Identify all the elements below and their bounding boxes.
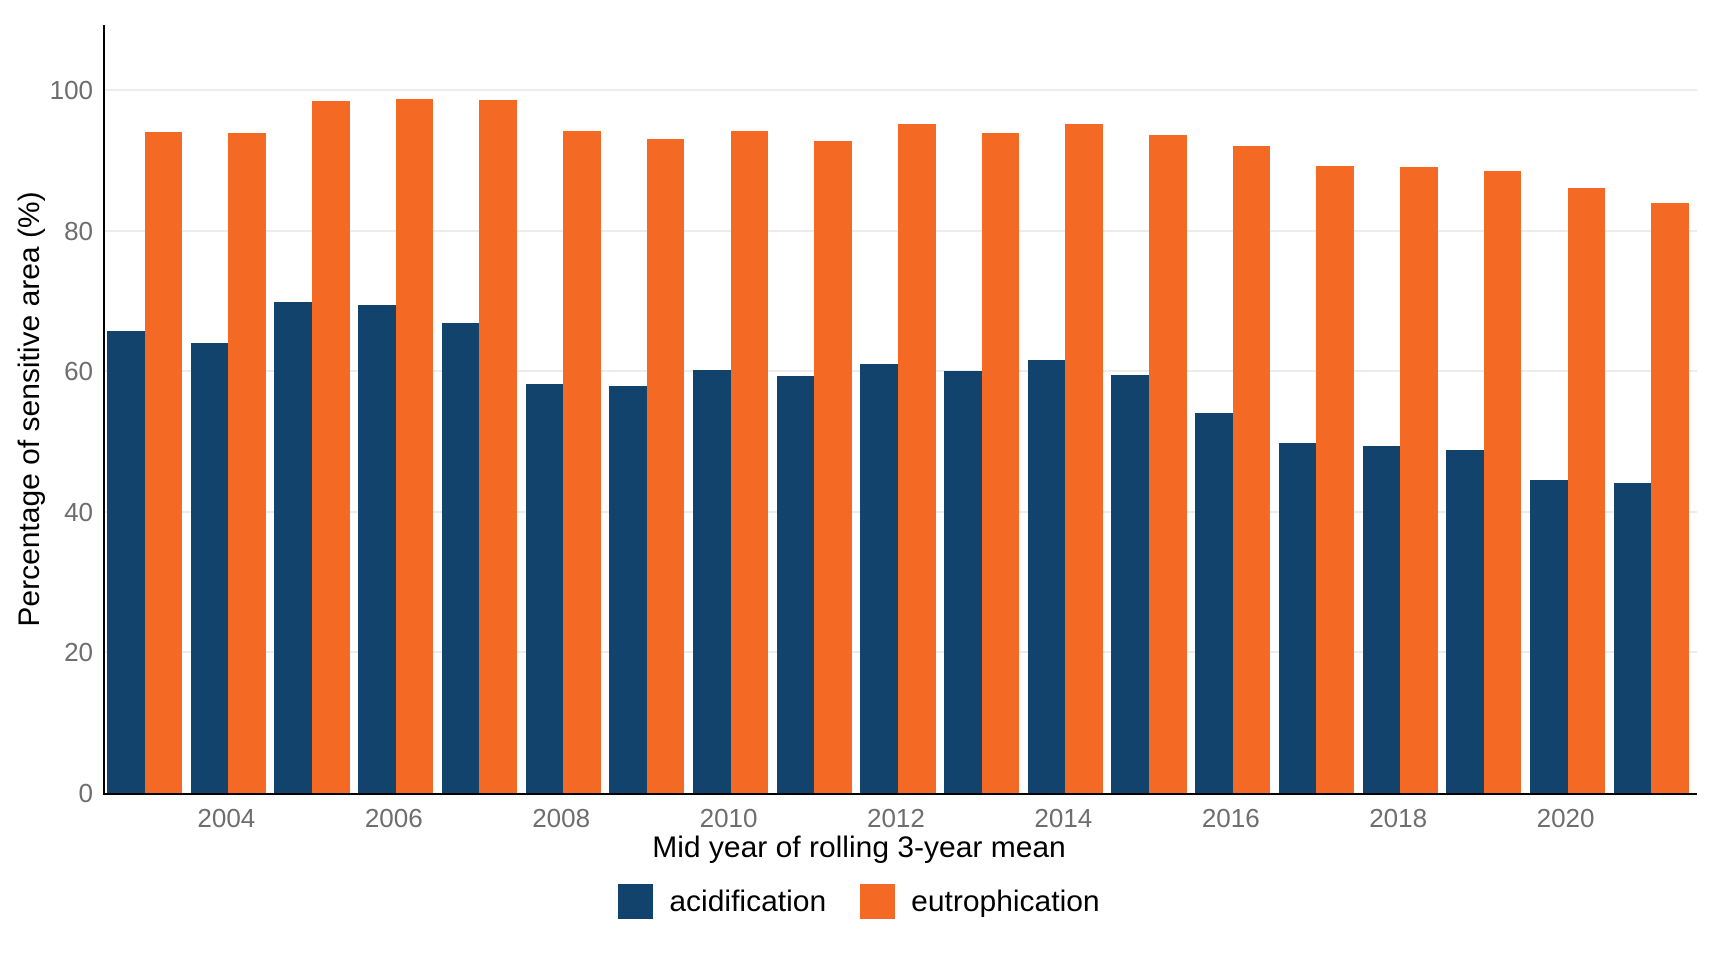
bar-eutrophication-2016 bbox=[1232, 146, 1271, 793]
x-tick-2006: 2006 bbox=[364, 803, 423, 833]
bar-eutrophication-2015 bbox=[1149, 135, 1187, 793]
bar-acidification-2010 bbox=[692, 369, 731, 793]
bar-eutrophication-2011 bbox=[814, 141, 852, 793]
x-tick-2008: 2008 bbox=[532, 803, 591, 833]
bar-acidification-2020 bbox=[1529, 480, 1568, 793]
bar-acidification-2019 bbox=[1446, 449, 1484, 793]
x-axis-title: Mid year of rolling 3-year mean bbox=[652, 831, 1066, 864]
x-tick-2016: 2016 bbox=[1201, 803, 1260, 833]
plot-area bbox=[103, 25, 1697, 795]
y-tick-0: 0 bbox=[78, 778, 93, 808]
bar-eutrophication-2005 bbox=[312, 101, 350, 793]
bar-acidification-2014 bbox=[1027, 359, 1066, 793]
y-tick-100: 100 bbox=[49, 75, 93, 105]
x-tick-2020: 2020 bbox=[1536, 803, 1595, 833]
bar-acidification-2016 bbox=[1195, 412, 1233, 793]
bar-eutrophication-2006 bbox=[395, 99, 434, 793]
bar-eutrophication-2010 bbox=[730, 131, 769, 793]
bar-eutrophication-2009 bbox=[646, 139, 685, 793]
y-tick-20: 20 bbox=[64, 637, 93, 668]
bar-eutrophication-2020 bbox=[1567, 187, 1606, 793]
eutrophication-swatch-icon bbox=[860, 884, 896, 919]
legend: acidification eutrophication bbox=[0, 884, 1718, 919]
y-tick-60: 60 bbox=[64, 356, 93, 387]
x-tick-2012: 2012 bbox=[867, 803, 925, 833]
bar-eutrophication-2004 bbox=[228, 132, 266, 793]
bar-acidification-2011 bbox=[776, 376, 815, 793]
bar-acidification-2008 bbox=[525, 383, 564, 793]
x-tick-2010: 2010 bbox=[699, 803, 758, 833]
legend-label-eutrophication: eutrophication bbox=[911, 884, 1100, 918]
bar-acidification-2013 bbox=[944, 371, 982, 793]
bar-eutrophication-2014 bbox=[1065, 123, 1103, 793]
bar-eutrophication-2012 bbox=[897, 124, 936, 793]
bar-eutrophication-2008 bbox=[563, 130, 601, 793]
bar-eutrophication-2018 bbox=[1400, 167, 1438, 793]
bar-eutrophication-2003 bbox=[144, 132, 183, 793]
x-tick-2018: 2018 bbox=[1369, 803, 1428, 833]
bar-acidification-2018 bbox=[1362, 445, 1401, 793]
bar-acidification-2009 bbox=[609, 385, 647, 793]
gridline-y-100 bbox=[105, 89, 1697, 91]
bar-acidification-2021 bbox=[1613, 482, 1652, 793]
bar-acidification-2012 bbox=[860, 364, 898, 793]
bar-acidification-2015 bbox=[1111, 374, 1150, 793]
bar-acidification-2006 bbox=[358, 305, 396, 793]
bar-eutrophication-2013 bbox=[981, 132, 1020, 793]
bar-acidification-2017 bbox=[1278, 442, 1317, 793]
legend-item-acidification: acidification bbox=[618, 884, 826, 919]
bar-eutrophication-2021 bbox=[1651, 203, 1689, 793]
legend-label-acidification: acidification bbox=[669, 884, 827, 918]
bar-eutrophication-2017 bbox=[1316, 165, 1355, 793]
y-tick-40: 40 bbox=[64, 496, 93, 527]
bar-eutrophication-2007 bbox=[479, 99, 518, 793]
legend-item-eutrophication: eutrophication bbox=[860, 884, 1100, 919]
x-tick-2004: 2004 bbox=[197, 803, 256, 833]
bar-acidification-2005 bbox=[274, 301, 313, 793]
x-tick-2014: 2014 bbox=[1034, 803, 1093, 833]
y-axis-title: Percentage of sensitive area (%) bbox=[13, 191, 46, 627]
y-tick-80: 80 bbox=[64, 215, 93, 246]
acidification-swatch-icon bbox=[618, 884, 654, 919]
bar-acidification-2007 bbox=[441, 323, 480, 793]
bar-eutrophication-2019 bbox=[1483, 170, 1522, 793]
bar-acidification-2004 bbox=[190, 343, 229, 793]
bar-acidification-2003 bbox=[107, 331, 145, 793]
